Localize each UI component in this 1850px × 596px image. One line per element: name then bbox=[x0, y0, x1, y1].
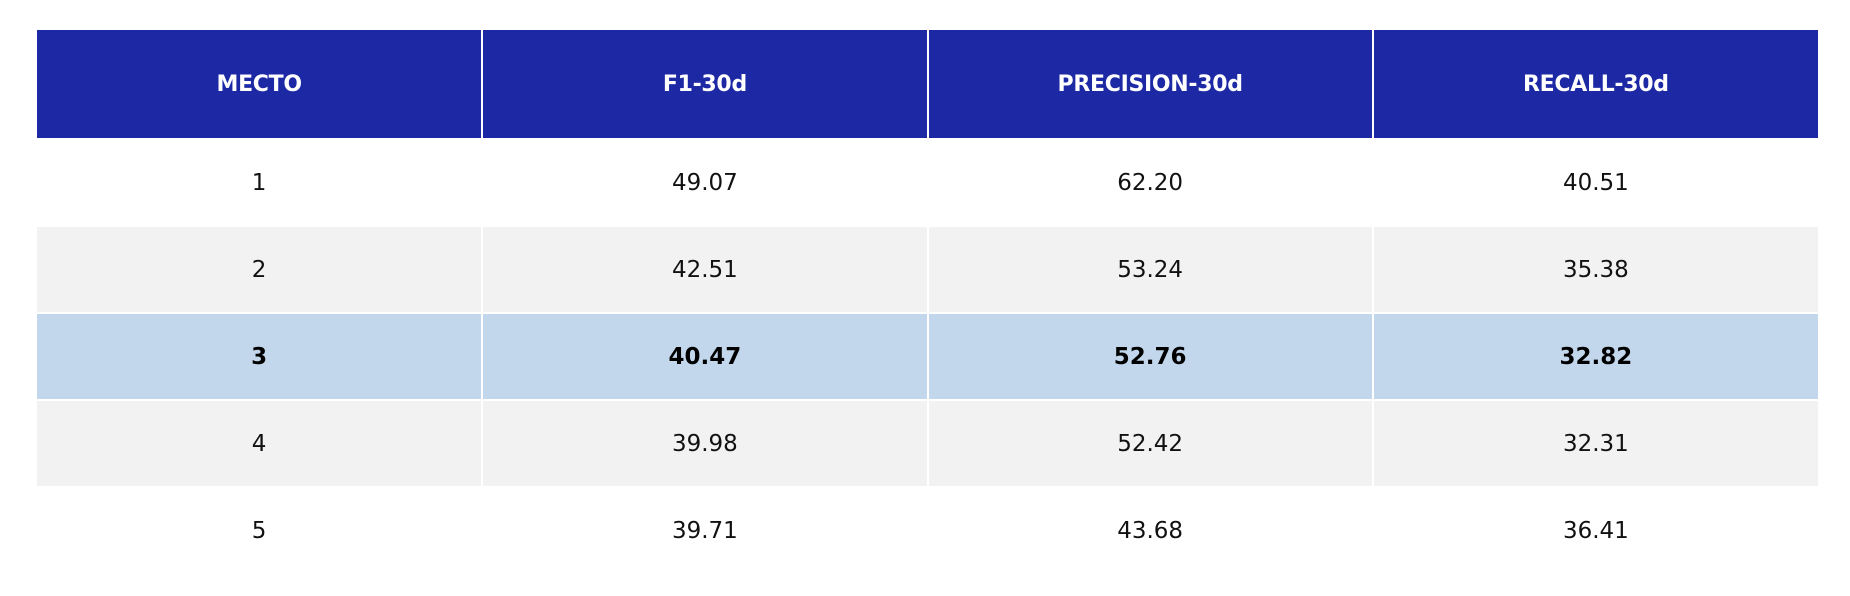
table-cell: 40.51 bbox=[1371, 138, 1818, 226]
table-cell: 3 bbox=[37, 312, 484, 400]
metrics-table: MECTO F1-30d PRECISION-30d RECALL-30d 1 49.0… bbox=[37, 30, 1818, 573]
table-cell: 53.24 bbox=[926, 225, 1374, 313]
table-row: 3 40.47 52.76 32.82 bbox=[37, 312, 1818, 400]
table-cell: 32.82 bbox=[1371, 312, 1818, 400]
table-cell: 49.07 bbox=[481, 138, 929, 226]
table-cell: 2 bbox=[37, 225, 484, 313]
table-cell: 39.71 bbox=[481, 486, 929, 573]
header-cell: RECALL-30d bbox=[1371, 30, 1818, 139]
table-row: 2 42.51 53.24 35.38 bbox=[37, 225, 1818, 313]
table-cell: 52.76 bbox=[926, 312, 1374, 400]
header-row: MECTO F1-30d PRECISION-30d RECALL-30d bbox=[37, 30, 1818, 139]
header-cell: F1-30d bbox=[481, 30, 929, 139]
header-cell: PRECISION-30d bbox=[926, 30, 1374, 139]
table-cell: 36.41 bbox=[1371, 486, 1818, 573]
table-cell: 39.98 bbox=[481, 399, 929, 487]
table-cell: 5 bbox=[37, 486, 484, 573]
table-cell: 40.47 bbox=[481, 312, 929, 400]
table-cell: 62.20 bbox=[926, 138, 1374, 226]
table-cell: 32.31 bbox=[1371, 399, 1818, 487]
table-cell: 4 bbox=[37, 399, 484, 487]
table-cell: 35.38 bbox=[1371, 225, 1818, 313]
table-row: 5 39.71 43.68 36.41 bbox=[37, 486, 1818, 573]
table-cell: 42.51 bbox=[481, 225, 929, 313]
table-cell: 52.42 bbox=[926, 399, 1374, 487]
table-container: MECTO F1-30d PRECISION-30d RECALL-30d 1 49.0… bbox=[37, 30, 1818, 573]
table-header: MECTO F1-30d PRECISION-30d RECALL-30d bbox=[37, 30, 1818, 139]
table-cell: 43.68 bbox=[926, 486, 1374, 573]
header-cell: MECTO bbox=[37, 30, 484, 139]
table-row: 4 39.98 52.42 32.31 bbox=[37, 399, 1818, 487]
table-cell: 1 bbox=[37, 138, 484, 226]
table-body: 1 49.07 62.20 40.51 2 42.51 53.24 35.38 3 40.47 52… bbox=[37, 138, 1818, 573]
table-row: 1 49.07 62.20 40.51 bbox=[37, 138, 1818, 226]
